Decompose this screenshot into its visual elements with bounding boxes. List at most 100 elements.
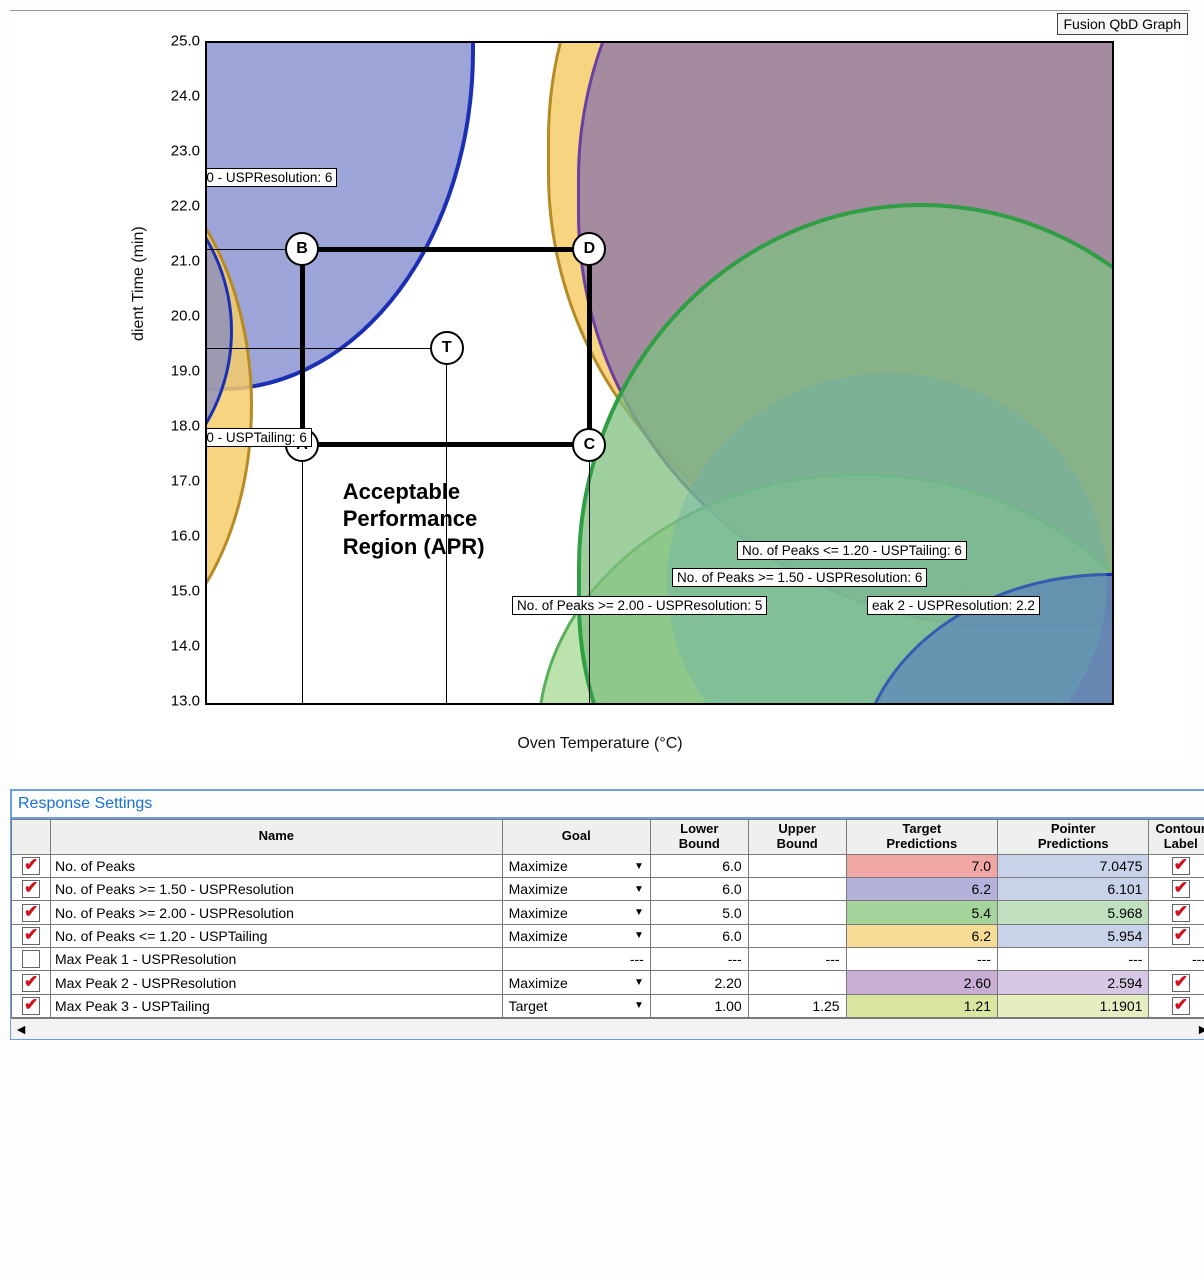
cell-lower-bound[interactable]: 6.0 [650,924,748,947]
y-tick-label: 22.0 [150,198,208,215]
y-axis-label: dient Time (min) [130,226,148,341]
cell-name: Max Peak 1 - USPResolution [51,948,503,971]
cell-goal[interactable]: Maximize▼ [502,854,650,877]
node-t[interactable]: T [430,331,464,365]
cell-lower-bound[interactable]: 6.0 [650,878,748,901]
dropdown-icon[interactable]: ▼ [634,930,644,941]
dropdown-icon[interactable]: ▼ [634,861,644,872]
callout-label: No. of Peaks <= 1.20 - USPTailing: 6 [737,541,967,560]
callout-label: No. of Peaks >= 2.00 - USPResolution: 5 [512,596,767,615]
cell-upper-bound[interactable] [748,854,846,877]
contour-checkbox[interactable] [1172,857,1190,875]
node-b[interactable]: B [285,232,319,266]
cell-pointer-pred: --- [998,948,1149,971]
scroll-right-button[interactable]: ► [1195,1021,1204,1037]
cell-lower-bound[interactable]: 5.0 [650,901,748,924]
cell-lower-bound[interactable]: --- [650,948,748,971]
callout-label: No. of Peaks >= 1.50 - USPResolution: 6 [205,168,337,187]
dropdown-icon[interactable]: ▼ [634,977,644,988]
x-tick-label: 46.7 [948,703,977,705]
cell-target-pred: 5.4 [846,901,997,924]
table-row: No. of Peaks >= 2.00 - USPResolutionMaxi… [12,901,1204,924]
cell-upper-bound[interactable] [748,924,846,947]
cell-name: No. of Peaks [51,854,503,877]
fusion-qbd-button[interactable]: Fusion QbD Graph [1057,13,1189,35]
y-tick-label: 21.0 [150,253,208,270]
contour-checkbox[interactable] [1172,880,1190,898]
table-row: No. of PeaksMaximize▼6.07.07.0475 [12,854,1204,877]
apr-label: AcceptablePerformanceRegion (APR) [343,478,485,561]
chart-container: Fusion QbD Graph dient Time (min) 30.033… [10,10,1190,761]
plot-area: 30.033.336.740.043.346.750.0BDTACAccepta… [205,41,1114,705]
col-header: Name [51,820,503,855]
contour-checkbox[interactable] [1172,997,1190,1015]
cell-upper-bound[interactable]: --- [748,948,846,971]
panel-title: Response Settings [12,791,160,817]
row-checkbox[interactable] [22,904,40,922]
cell-name: No. of Peaks <= 1.20 - USPTailing [51,924,503,947]
cell-upper-bound[interactable] [748,971,846,994]
cell-name: No. of Peaks >= 2.00 - USPResolution [51,901,503,924]
cell-pointer-pred: 5.968 [998,901,1149,924]
contour-checkbox[interactable] [1172,904,1190,922]
x-tick-label: 36.7 [496,703,525,705]
col-header [12,820,51,855]
row-checkbox[interactable] [22,997,40,1015]
cell-pointer-pred: 1.1901 [998,994,1149,1017]
cell-goal[interactable]: Maximize▼ [502,878,650,901]
cell-goal[interactable]: Target▼ [502,994,650,1017]
cell-name: No. of Peaks >= 1.50 - USPResolution [51,878,503,901]
cell-goal[interactable]: Maximize▼ [502,971,650,994]
horizontal-scrollbar[interactable]: ◄ ► [11,1018,1204,1039]
table-row: Max Peak 2 - USPResolutionMaximize▼2.202… [12,971,1204,994]
row-checkbox[interactable] [22,927,40,945]
cell-lower-bound[interactable]: 2.20 [650,971,748,994]
col-header: PointerPredictions [998,820,1149,855]
y-tick-label: 17.0 [150,473,208,490]
y-tick-label: 23.0 [150,143,208,160]
table-row: Max Peak 1 - USPResolution--------------… [12,948,1204,971]
panel-header: Response Settings [11,790,1204,819]
table-row: No. of Peaks <= 1.20 - USPTailingMaximiz… [12,924,1204,947]
cell-lower-bound[interactable]: 1.00 [650,994,748,1017]
y-tick-label: 20.0 [150,308,208,325]
contour-checkbox[interactable] [1172,974,1190,992]
contour-checkbox[interactable] [1172,927,1190,945]
scroll-left-button[interactable]: ◄ [13,1021,29,1037]
table-row: Max Peak 3 - USPTailingTarget▼1.001.251.… [12,994,1204,1017]
cell-target-pred: 6.2 [846,878,997,901]
row-checkbox[interactable] [22,857,40,875]
x-tick-label: 50.0 [1097,703,1114,705]
callout-label: No. of Peaks >= 1.50 - USPResolution: 6 [672,568,927,587]
cell-pointer-pred: 6.101 [998,878,1149,901]
row-checkbox[interactable] [22,950,40,968]
dropdown-icon[interactable]: ▼ [634,884,644,895]
cell-goal[interactable]: Maximize▼ [502,924,650,947]
node-c[interactable]: C [572,428,606,462]
cell-goal[interactable]: Maximize▼ [502,901,650,924]
table-row: No. of Peaks >= 1.50 - USPResolutionMaxi… [12,878,1204,901]
y-tick-label: 24.0 [150,88,208,105]
x-axis-label: Oven Temperature (°C) [10,735,1190,753]
cell-upper-bound[interactable] [748,901,846,924]
x-tick-label: 40.0 [645,703,674,705]
callout-label: No. of Peaks <= 1.20 - USPTailing: 6 [205,428,312,447]
cell-goal[interactable]: --- [502,948,650,971]
dropdown-icon[interactable]: ▼ [634,907,644,918]
node-d[interactable]: D [572,232,606,266]
cell-upper-bound[interactable]: 1.25 [748,994,846,1017]
col-header: Goal [502,820,650,855]
col-header: TargetPredictions [846,820,997,855]
y-tick-label: 18.0 [150,418,208,435]
cell-pointer-pred: 7.0475 [998,854,1149,877]
row-checkbox[interactable] [22,974,40,992]
dropdown-icon[interactable]: ▼ [634,1000,644,1011]
cell-upper-bound[interactable] [748,878,846,901]
callout-label: eak 2 - USPResolution: 2.2 [867,596,1040,615]
row-checkbox[interactable] [22,880,40,898]
y-tick-label: 15.0 [150,583,208,600]
cell-target-pred: 1.21 [846,994,997,1017]
cell-lower-bound[interactable]: 6.0 [650,854,748,877]
y-tick-label: 13.0 [150,693,208,710]
cell-pointer-pred: 2.594 [998,971,1149,994]
